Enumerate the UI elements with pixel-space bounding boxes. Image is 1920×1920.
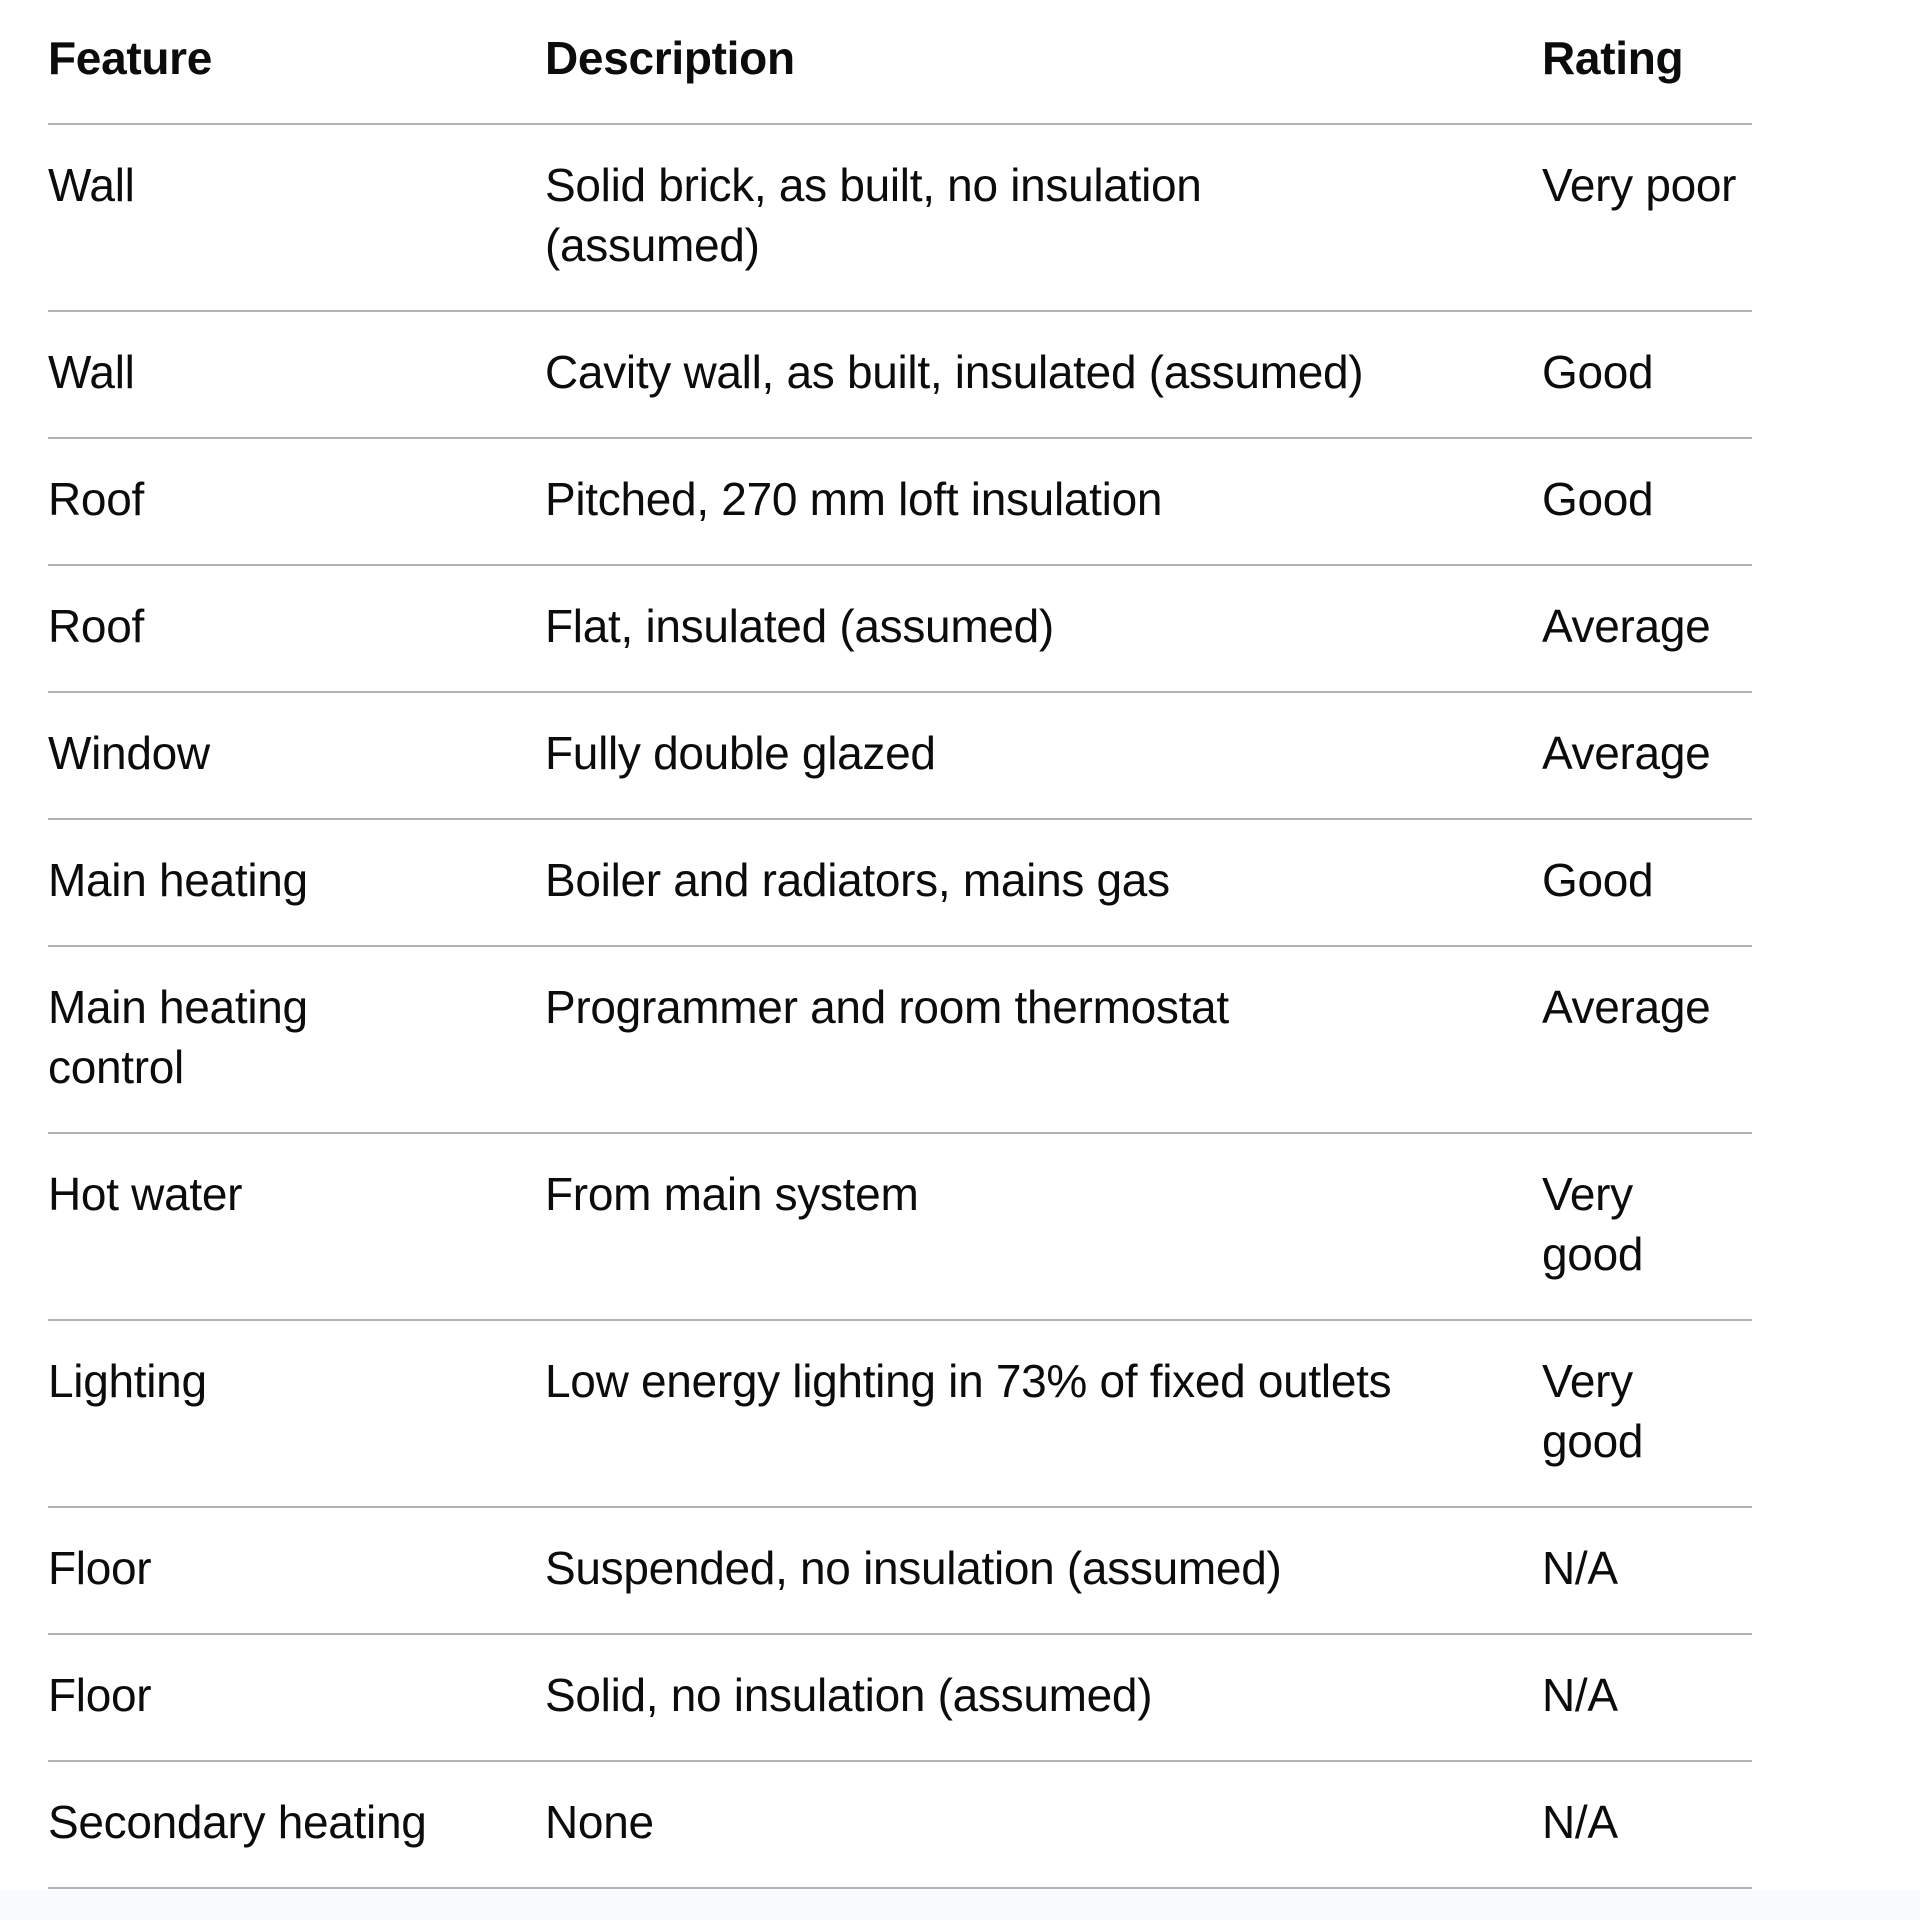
description-cell: Programmer and room thermostat [545,946,1542,1134]
rating-cell: Good [1542,819,1752,947]
description-cell: Fully double glazed [545,692,1542,820]
description-cell: Suspended, no insulation (assumed) [545,1507,1542,1635]
description-cell: Flat, insulated (assumed) [545,565,1542,693]
table-row: Hot water From main system Very good [48,1133,1752,1321]
table-row: Main heating Boiler and radiators, mains… [48,819,1752,947]
table-row: Roof Flat, insulated (assumed) Average [48,565,1752,693]
table-row: Wall Solid brick, as built, no insulatio… [48,124,1752,312]
feature-cell: Roof [48,438,545,566]
column-header-rating: Rating [1542,0,1752,125]
feature-cell: Floor [48,1634,545,1762]
feature-cell: Lighting [48,1320,545,1508]
rating-cell: Very good [1542,1320,1752,1508]
rating-cell: Average [1542,565,1752,693]
table-row: Wall Cavity wall, as built, insulated (a… [48,311,1752,439]
rating-cell: Average [1542,692,1752,820]
table-row: Roof Pitched, 270 mm loft insulation Goo… [48,438,1752,566]
feature-cell: Hot water [48,1133,545,1321]
description-cell: From main system [545,1133,1542,1321]
table-row: Floor Suspended, no insulation (assumed)… [48,1507,1752,1635]
description-cell: None [545,1761,1542,1889]
rating-cell: N/A [1542,1507,1752,1635]
rating-cell: N/A [1542,1634,1752,1762]
column-header-feature: Feature [48,0,545,125]
rating-cell: Good [1542,438,1752,566]
description-cell: Pitched, 270 mm loft insulation [545,438,1542,566]
table-row: Floor Solid, no insulation (assumed) N/A [48,1634,1752,1762]
description-cell: Cavity wall, as built, insulated (assume… [545,311,1542,439]
features-table-section: Feature Description Rating Wall Solid br… [48,0,1752,1889]
description-cell: Low energy lighting in 73% of fixed outl… [545,1320,1542,1508]
rating-cell: Good [1542,311,1752,439]
rating-cell: Very poor [1542,124,1752,312]
feature-cell: Secondary heating [48,1761,545,1889]
description-cell: Solid brick, as built, no insulation (as… [545,124,1542,312]
table-row: Lighting Low energy lighting in 73% of f… [48,1320,1752,1508]
rating-cell: Average [1542,946,1752,1134]
features-table: Feature Description Rating Wall Solid br… [48,0,1752,1889]
feature-cell: Main heating control [48,946,545,1134]
description-cell: Solid, no insulation (assumed) [545,1634,1542,1762]
description-cell: Boiler and radiators, mains gas [545,819,1542,947]
feature-cell: Roof [48,565,545,693]
table-row: Window Fully double glazed Average [48,692,1752,820]
table-header-row: Feature Description Rating [48,0,1752,125]
feature-cell: Main heating [48,819,545,947]
rating-cell: N/A [1542,1761,1752,1889]
feature-cell: Floor [48,1507,545,1635]
column-header-description: Description [545,0,1542,125]
table-row: Main heating control Programmer and room… [48,946,1752,1134]
feature-cell: Wall [48,124,545,312]
page-bottom-strip [0,1890,1920,1920]
feature-cell: Wall [48,311,545,439]
feature-cell: Window [48,692,545,820]
table-row: Secondary heating None N/A [48,1761,1752,1889]
rating-cell: Very good [1542,1133,1752,1321]
